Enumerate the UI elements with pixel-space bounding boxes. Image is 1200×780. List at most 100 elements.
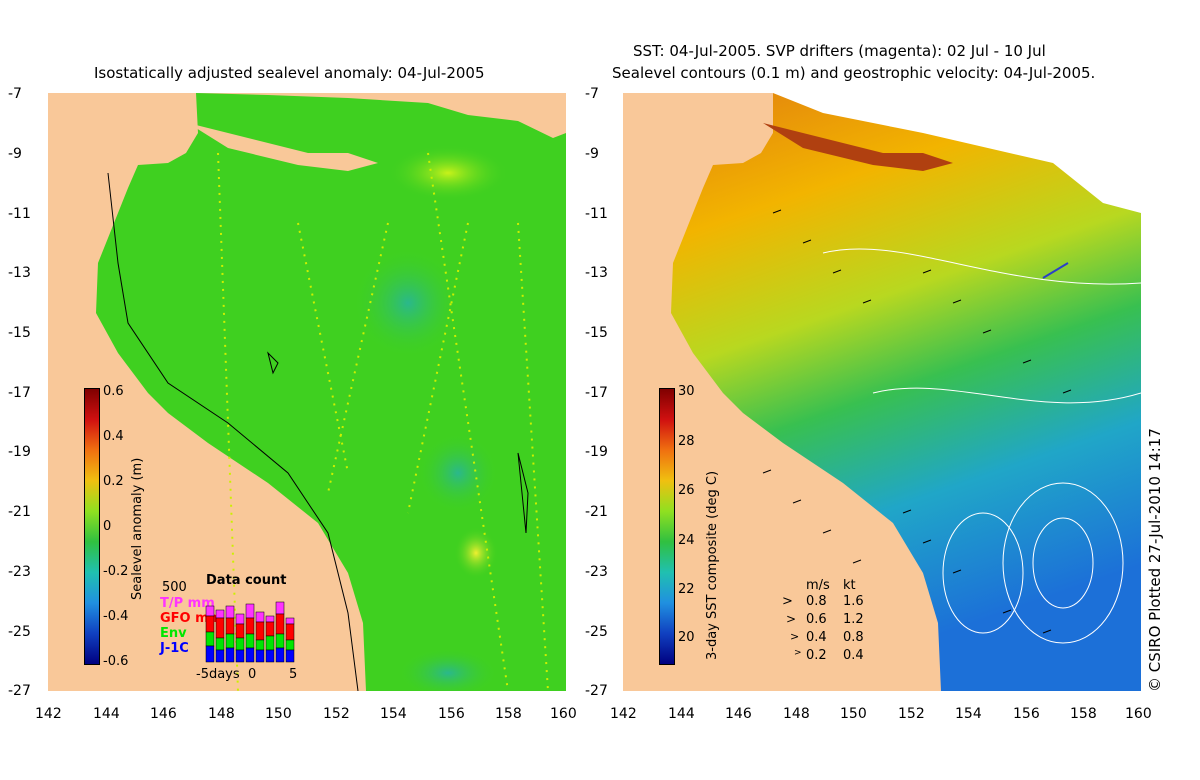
velocity-legend-ms: 0.2 xyxy=(806,648,827,663)
velocity-arrow-icon: > xyxy=(794,648,802,658)
reef-outline xyxy=(517,452,529,534)
velocity-legend-kt: 0.8 xyxy=(843,630,864,645)
velocity-vectors xyxy=(762,209,1072,634)
left-x-tick: 144 xyxy=(93,706,120,722)
data-count-title: Data count xyxy=(206,573,287,588)
right-y-tick: -13 xyxy=(585,265,608,281)
right-y-tick: -25 xyxy=(585,624,608,640)
legend-j1c: J-1C xyxy=(160,641,189,656)
left-x-tick: 146 xyxy=(150,706,177,722)
drifter-track xyxy=(1042,262,1069,279)
left-x-tick: 142 xyxy=(35,706,62,722)
left-x-tick: 150 xyxy=(265,706,292,722)
sealevel-map-svg xyxy=(48,93,566,691)
left-x-tick: 158 xyxy=(495,706,522,722)
high-anomaly-patch xyxy=(388,145,508,201)
right-y-tick: -19 xyxy=(585,444,608,460)
velocity-legend-kt: 1.6 xyxy=(843,594,864,609)
right-y-tick: -7 xyxy=(585,86,599,102)
sst-colorbar xyxy=(659,388,675,665)
sealevel-colorbar-label: Sealevel anomaly (m) xyxy=(130,457,145,600)
sst-colorbar-tick: 22 xyxy=(678,582,695,597)
island-land xyxy=(188,123,378,171)
high-anomaly-patch xyxy=(454,527,498,579)
velocity-arrow-icon: > xyxy=(790,630,800,643)
velocity-legend-kt: 0.4 xyxy=(843,648,864,663)
right-x-tick: 146 xyxy=(725,706,752,722)
right-y-tick: -15 xyxy=(585,325,608,341)
right-x-tick: 148 xyxy=(783,706,810,722)
right-x-tick: 152 xyxy=(898,706,925,722)
right-y-tick: -9 xyxy=(585,146,599,162)
left-x-tick: 152 xyxy=(323,706,350,722)
sealevel-colorbar-tick: 0.2 xyxy=(103,474,124,489)
cloud-mask xyxy=(773,93,1141,213)
sealevel-colorbar-tick: -0.6 xyxy=(103,654,129,669)
sealevel-colorbar-tick: -0.4 xyxy=(103,609,129,624)
warm-patch xyxy=(763,123,953,171)
right-y-tick: -21 xyxy=(585,504,608,520)
left-y-tick: -27 xyxy=(8,683,31,699)
sst-colorbar-label: 3-day SST composite (deg C) xyxy=(705,470,720,660)
data-count-bars xyxy=(205,601,295,663)
right-x-tick: 150 xyxy=(840,706,867,722)
right-y-tick: -23 xyxy=(585,564,608,580)
australia-land xyxy=(48,93,366,691)
legend-env: Env xyxy=(160,626,187,641)
data-count-xtick: 5 xyxy=(289,667,298,682)
velocity-arrow-icon: > xyxy=(782,594,793,609)
right-y-tick: -27 xyxy=(585,683,608,699)
legend-tp: T/P mm xyxy=(160,596,215,611)
data-count-xtick: -5days xyxy=(196,667,240,682)
altimeter-tracks xyxy=(217,152,549,691)
left-y-tick: -23 xyxy=(8,564,31,580)
velocity-arrow-icon: > xyxy=(786,612,797,626)
right-x-tick: 158 xyxy=(1070,706,1097,722)
png-land xyxy=(196,93,566,138)
sst-colorbar-tick: 28 xyxy=(678,434,695,449)
right-x-tick: 160 xyxy=(1125,706,1152,722)
left-x-tick: 148 xyxy=(208,706,235,722)
velocity-legend-header-kt: kt xyxy=(843,578,856,593)
australia-land xyxy=(623,93,941,691)
velocity-legend-kt: 1.2 xyxy=(843,612,864,627)
sealevel-contours xyxy=(822,248,1141,644)
right-x-tick: 156 xyxy=(1013,706,1040,722)
low-anomaly-patch xyxy=(398,648,498,691)
left-y-tick: -25 xyxy=(8,624,31,640)
right-panel-title-line1: SST: 04-Jul-2005. SVP drifters (magenta)… xyxy=(633,42,1046,60)
right-x-tick: 154 xyxy=(955,706,982,722)
sst-colorbar-tick: 30 xyxy=(678,384,695,399)
left-x-tick: 156 xyxy=(438,706,465,722)
sst-colorbar-tick: 24 xyxy=(678,533,695,548)
velocity-legend-ms: 0.6 xyxy=(806,612,827,627)
left-y-tick: -11 xyxy=(8,206,31,222)
left-y-tick: -7 xyxy=(8,86,22,102)
velocity-legend-header-ms: m/s xyxy=(806,578,830,593)
credit-text: © CSIRO Plotted 27-Jul-2010 14:17 xyxy=(1146,428,1164,692)
right-panel-title-line2: Sealevel contours (0.1 m) and geostrophi… xyxy=(612,64,1096,82)
sealevel-colorbar-tick: -0.2 xyxy=(103,564,129,579)
low-anomaly-patch xyxy=(353,248,463,358)
bathymetry-contour xyxy=(107,172,359,691)
left-y-tick: -17 xyxy=(8,385,31,401)
sealevel-anomaly-map xyxy=(48,93,566,691)
sealevel-colorbar-tick: 0.6 xyxy=(103,384,124,399)
reef-outline xyxy=(267,351,279,375)
left-y-tick: -21 xyxy=(8,504,31,520)
low-anomaly-patch xyxy=(418,433,498,513)
left-x-tick: 154 xyxy=(380,706,407,722)
velocity-legend-ms: 0.8 xyxy=(806,594,827,609)
sealevel-colorbar-tick: 0.4 xyxy=(103,429,124,444)
left-y-tick: -19 xyxy=(8,444,31,460)
sst-map-svg xyxy=(623,93,1141,691)
right-x-tick: 144 xyxy=(668,706,695,722)
left-y-tick: -13 xyxy=(8,265,31,281)
data-count-xtick: 0 xyxy=(248,667,257,682)
sealevel-colorbar-tick: 0 xyxy=(103,519,112,534)
sst-colorbar-tick: 26 xyxy=(678,483,695,498)
data-count-scale: 500 xyxy=(162,580,187,595)
sst-colorbar-tick: 20 xyxy=(678,630,695,645)
sst-map xyxy=(623,93,1141,691)
right-y-tick: -11 xyxy=(585,206,608,222)
